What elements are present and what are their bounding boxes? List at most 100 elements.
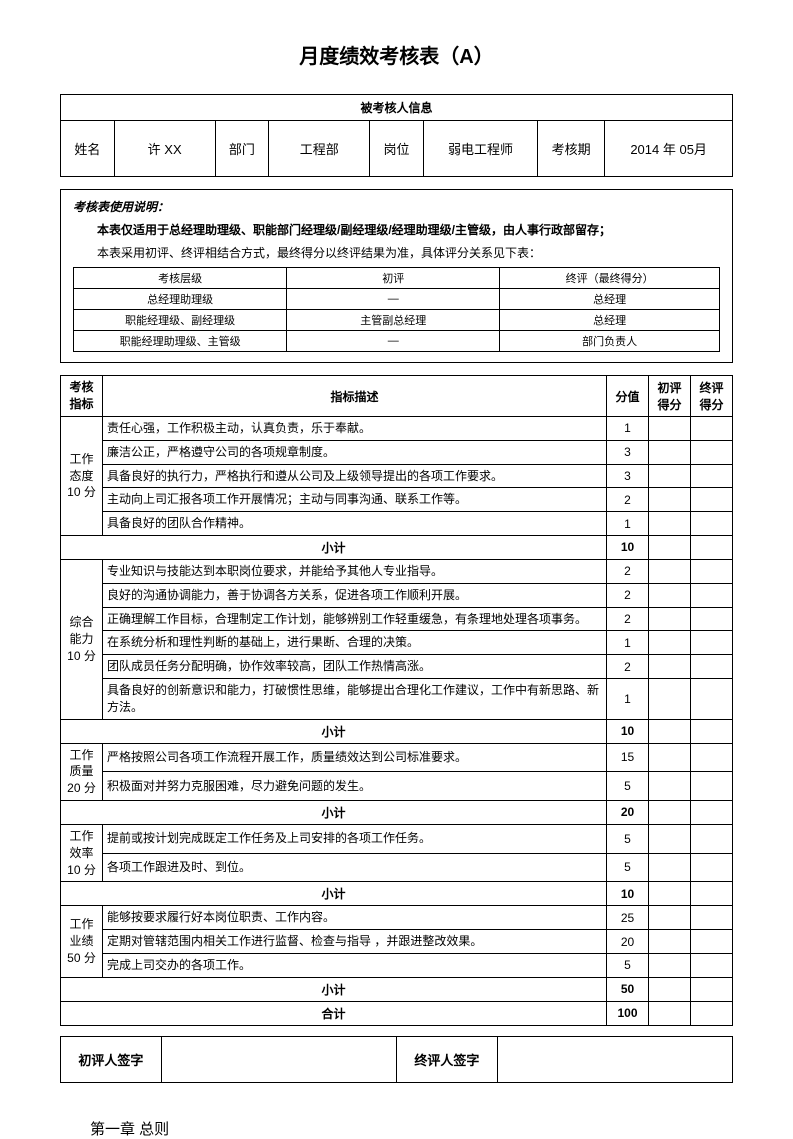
final-score-cell bbox=[691, 464, 733, 488]
desc-cell: 良好的沟通协调能力，善于协调各方关系，促进各项工作顺利开展。 bbox=[103, 583, 607, 607]
subtotal-label: 小计 bbox=[61, 535, 607, 559]
total-value: 100 bbox=[607, 1001, 649, 1025]
desc-cell: 专业知识与技能达到本职岗位要求，并能给予其他人专业指导。 bbox=[103, 559, 607, 583]
final-score-cell bbox=[691, 417, 733, 441]
final-score-cell bbox=[691, 583, 733, 607]
initial-score-cell bbox=[649, 464, 691, 488]
instr-cell: 职能经理级、副经理级 bbox=[74, 310, 287, 331]
page-title: 月度绩效考核表（A） bbox=[60, 40, 733, 69]
main-table: 考核指标 指标描述 分值 初评得分 终评得分 工作态度10 分责任心强，工作积极… bbox=[60, 375, 733, 1026]
score-cell: 5 bbox=[607, 953, 649, 977]
value-position: 弱电工程师 bbox=[423, 121, 537, 177]
total-label: 合计 bbox=[61, 1001, 607, 1025]
instr-cell: 总经理 bbox=[500, 289, 720, 310]
chapter-heading: 第一章 总则 bbox=[60, 1118, 733, 1139]
subtotal-final bbox=[691, 719, 733, 743]
final-score-cell bbox=[691, 631, 733, 655]
instr-cell: — bbox=[287, 289, 500, 310]
instr-th-2: 终评（最终得分） bbox=[500, 268, 720, 289]
initial-score-cell bbox=[649, 824, 691, 853]
value-dept: 工程部 bbox=[269, 121, 370, 177]
desc-cell: 定期对管辖范围内相关工作进行监督、检查与指导 ，并跟进整改效果。 bbox=[103, 930, 607, 954]
instr-th-1: 初评 bbox=[287, 268, 500, 289]
final-score-cell bbox=[691, 440, 733, 464]
score-cell: 2 bbox=[607, 583, 649, 607]
subtotal-initial bbox=[649, 882, 691, 906]
desc-cell: 团队成员任务分配明确，协作效率较高，团队工作热情高涨。 bbox=[103, 655, 607, 679]
desc-cell: 正确理解工作目标，合理制定工作计划，能够辨别工作轻重缓急，有条理地处理各项事务。 bbox=[103, 607, 607, 631]
score-cell: 5 bbox=[607, 824, 649, 853]
score-cell: 15 bbox=[607, 743, 649, 772]
final-score-cell bbox=[691, 824, 733, 853]
value-name: 许 XX bbox=[114, 121, 215, 177]
instruction-title: 考核表使用说明： bbox=[73, 198, 720, 215]
total-initial bbox=[649, 1001, 691, 1025]
final-score-cell bbox=[691, 953, 733, 977]
score-cell: 3 bbox=[607, 464, 649, 488]
total-final bbox=[691, 1001, 733, 1025]
score-cell: 5 bbox=[607, 772, 649, 801]
final-score-cell bbox=[691, 655, 733, 679]
subtotal-value: 20 bbox=[607, 800, 649, 824]
initial-score-cell bbox=[649, 930, 691, 954]
initial-score-cell bbox=[649, 655, 691, 679]
desc-cell: 具备良好的团队合作精神。 bbox=[103, 512, 607, 536]
sign-final-value bbox=[497, 1036, 732, 1082]
initial-score-cell bbox=[649, 583, 691, 607]
category-cell: 工作业绩50 分 bbox=[61, 906, 103, 977]
initial-score-cell bbox=[649, 853, 691, 882]
score-cell: 1 bbox=[607, 512, 649, 536]
subtotal-label: 小计 bbox=[61, 882, 607, 906]
score-cell: 25 bbox=[607, 906, 649, 930]
sign-initial-label: 初评人签字 bbox=[61, 1036, 162, 1082]
subtotal-label: 小计 bbox=[61, 800, 607, 824]
subtotal-final bbox=[691, 977, 733, 1001]
instr-cell: 总经理 bbox=[500, 310, 720, 331]
initial-score-cell bbox=[649, 906, 691, 930]
desc-cell: 能够按要求履行好本岗位职责、工作内容。 bbox=[103, 906, 607, 930]
subtotal-initial bbox=[649, 800, 691, 824]
score-cell: 1 bbox=[607, 417, 649, 441]
score-cell: 2 bbox=[607, 607, 649, 631]
score-cell: 1 bbox=[607, 631, 649, 655]
initial-score-cell bbox=[649, 559, 691, 583]
info-header: 被考核人信息 bbox=[61, 95, 733, 121]
label-dept: 部门 bbox=[215, 121, 269, 177]
subtotal-initial bbox=[649, 719, 691, 743]
subtotal-final bbox=[691, 882, 733, 906]
category-cell: 工作态度10 分 bbox=[61, 417, 103, 536]
th-final: 终评得分 bbox=[691, 376, 733, 417]
subtotal-value: 10 bbox=[607, 719, 649, 743]
initial-score-cell bbox=[649, 678, 691, 719]
desc-cell: 具备良好的创新意识和能力，打破惯性思维，能够提出合理化工作建议，工作中有新思路、… bbox=[103, 678, 607, 719]
final-score-cell bbox=[691, 607, 733, 631]
desc-cell: 廉洁公正，严格遵守公司的各项规章制度。 bbox=[103, 440, 607, 464]
initial-score-cell bbox=[649, 488, 691, 512]
final-score-cell bbox=[691, 906, 733, 930]
desc-cell: 积极面对并努力克服困难，尽力避免问题的发生。 bbox=[103, 772, 607, 801]
category-cell: 综合能力10 分 bbox=[61, 559, 103, 719]
desc-cell: 提前或按计划完成既定工作任务及上司安排的各项工作任务。 bbox=[103, 824, 607, 853]
label-name: 姓名 bbox=[61, 121, 115, 177]
score-cell: 20 bbox=[607, 930, 649, 954]
final-score-cell bbox=[691, 559, 733, 583]
subtotal-value: 10 bbox=[607, 535, 649, 559]
value-period: 2014 年 05月 bbox=[605, 121, 733, 177]
desc-cell: 在系统分析和理性判断的基础上，进行果断、合理的决策。 bbox=[103, 631, 607, 655]
final-score-cell bbox=[691, 512, 733, 536]
info-table: 被考核人信息 姓名 许 XX 部门 工程部 岗位 弱电工程师 考核期 2014 … bbox=[60, 94, 733, 177]
subtotal-value: 10 bbox=[607, 882, 649, 906]
final-score-cell bbox=[691, 772, 733, 801]
final-score-cell bbox=[691, 853, 733, 882]
initial-score-cell bbox=[649, 631, 691, 655]
th-initial: 初评得分 bbox=[649, 376, 691, 417]
instruction-table: 考核层级 初评 终评（最终得分） 总经理助理级—总经理 职能经理级、副经理级主管… bbox=[73, 267, 720, 352]
sign-initial-value bbox=[161, 1036, 396, 1082]
final-score-cell bbox=[691, 930, 733, 954]
label-period: 考核期 bbox=[538, 121, 605, 177]
desc-cell: 责任心强，工作积极主动，认真负责，乐于奉献。 bbox=[103, 417, 607, 441]
initial-score-cell bbox=[649, 417, 691, 441]
initial-score-cell bbox=[649, 743, 691, 772]
instr-cell: 职能经理助理级、主管级 bbox=[74, 331, 287, 352]
final-score-cell bbox=[691, 678, 733, 719]
